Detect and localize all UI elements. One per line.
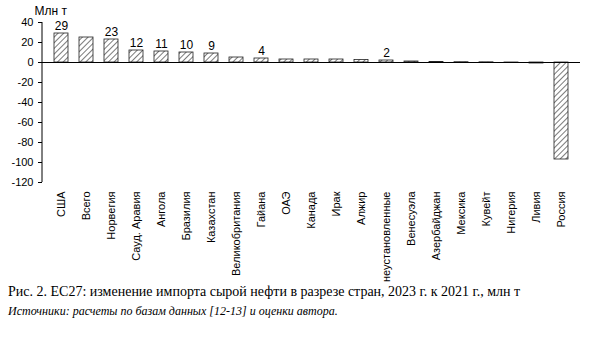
svg-text:-80: -80 <box>18 136 34 148</box>
svg-text:Бразилия: Бразилия <box>180 191 192 240</box>
svg-text:-120: -120 <box>11 176 33 188</box>
html-text:Источники: расчеты по базам да: Источники: расчеты по базам данных [12-1… <box>8 304 338 318</box>
svg-text:40: 40 <box>21 16 33 28</box>
svg-text:2: 2 <box>383 46 390 60</box>
svg-text:-40: -40 <box>18 96 34 108</box>
svg-text:Млн т: Млн т <box>35 4 68 18</box>
svg-text:Всего: Всего <box>80 192 92 221</box>
svg-text:Сауд. Аравия: Сауд. Аравия <box>130 191 142 260</box>
svg-text:Казахстан: Казахстан <box>205 192 217 244</box>
svg-text:Алжир: Алжир <box>355 192 367 225</box>
svg-text:-60: -60 <box>18 116 34 128</box>
svg-text:США: США <box>55 191 67 217</box>
svg-text:Гайана: Гайана <box>255 191 267 228</box>
svg-text:Норвегия: Норвегия <box>105 191 117 239</box>
svg-text:4: 4 <box>258 44 265 58</box>
svg-text:10: 10 <box>180 38 194 52</box>
svg-text:-100: -100 <box>11 156 33 168</box>
svg-text:Нигерия: Нигерия <box>505 191 517 233</box>
svg-text:неустановленные: неустановленные <box>380 192 392 282</box>
svg-text:Россия: Россия <box>555 191 567 227</box>
svg-text:Ливия: Ливия <box>530 191 542 222</box>
svg-text:Ирак: Ирак <box>330 191 342 216</box>
svg-text:Азербайджан: Азербайджан <box>430 192 442 261</box>
svg-text:ОАЭ: ОАЭ <box>280 191 292 214</box>
svg-text:23: 23 <box>105 25 119 39</box>
svg-text:0: 0 <box>27 56 33 68</box>
svg-text:Венесуэла: Венесуэла <box>405 191 417 246</box>
svg-text:Кувейт: Кувейт <box>480 192 492 227</box>
svg-text:Мексика: Мексика <box>455 191 467 235</box>
svg-text:11: 11 <box>155 37 168 51</box>
svg-text:29: 29 <box>55 19 69 33</box>
svg-text:Великобритания: Великобритания <box>230 191 242 276</box>
html-text:Рис. 2. ЕС27: изменение импорт: Рис. 2. ЕС27: изменение импорта сырой не… <box>8 284 521 299</box>
svg-text:20: 20 <box>21 36 33 48</box>
svg-text:9: 9 <box>208 39 215 53</box>
svg-text:-20: -20 <box>18 76 34 88</box>
svg-text:12: 12 <box>130 36 144 50</box>
svg-text:Ангола: Ангола <box>155 191 167 227</box>
svg-text:Канада: Канада <box>305 191 317 229</box>
